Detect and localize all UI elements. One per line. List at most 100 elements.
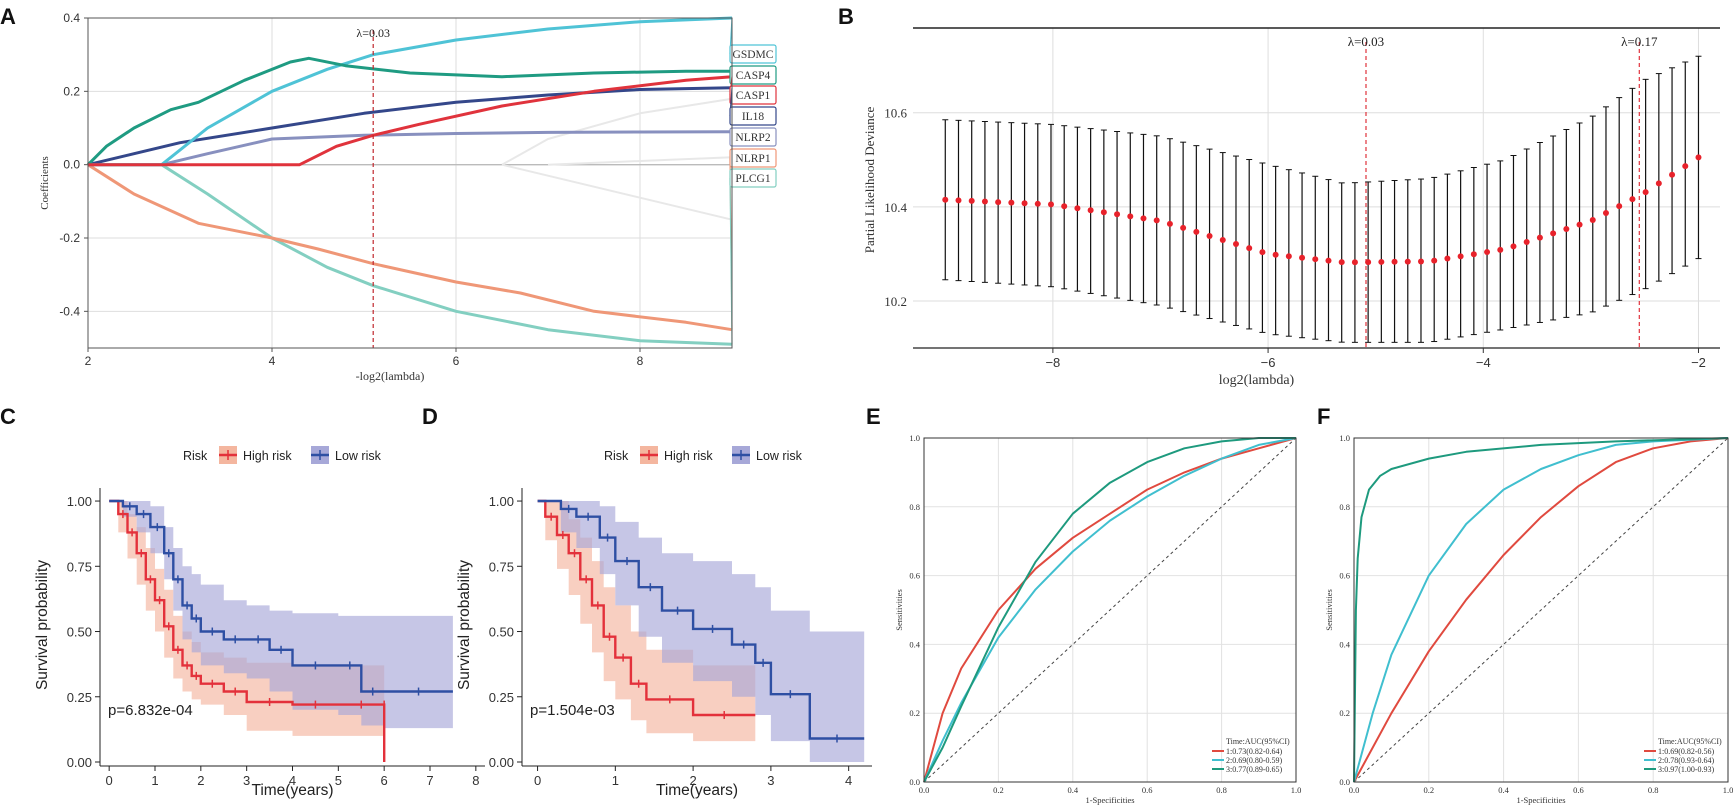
y-tick-label: 0.8 [909, 502, 920, 512]
confidence-band [109, 501, 453, 729]
label-box [729, 44, 777, 64]
mean-deviance-point [942, 196, 949, 203]
x-tick-label: 4 [845, 773, 852, 788]
legend-label: 1:0.69(0.82-0.56) [1658, 747, 1715, 756]
mean-deviance-point [1404, 258, 1411, 265]
mean-deviance-point [1576, 221, 1583, 228]
x-tick-label: 0.6 [1573, 785, 1584, 795]
gene-label-plcg1: PLCG1 [735, 173, 770, 185]
mean-deviance-point [1655, 180, 1662, 187]
x-tick-label: 1 [612, 773, 619, 788]
y-tick-label: 0.25 [67, 690, 92, 705]
y-tick-label: 0.75 [67, 559, 92, 574]
mean-deviance-point [1140, 215, 1147, 222]
panel-e-roc-curve: 0.0 0.2 0.4 0.6 0.8 1.0 1.0 0.8 0.6 0.4 0.2 0.0 1-Sp… [894, 433, 1301, 805]
y-tick-label: -0.2 [59, 231, 80, 245]
coef-path-gsdmc [88, 16, 733, 167]
legend-label: Low risk [335, 449, 382, 463]
coef-path-casp4 [86, 56, 732, 166]
x-tick-label: 0.6 [1142, 785, 1153, 795]
x-tick-label: 0.4 [1067, 785, 1078, 795]
x-tick-label: 0.0 [919, 785, 930, 795]
coef-path-minor [501, 97, 733, 166]
survival-curve [109, 499, 453, 693]
x-tick-label: 2 [85, 354, 92, 368]
y-tick-label: 0.8 [1339, 502, 1350, 512]
mean-deviance-point [1695, 154, 1702, 161]
mean-deviance-point [1669, 171, 1676, 178]
mean-deviance-point [1312, 256, 1319, 263]
y-axis-title: Sensitivities [894, 589, 904, 631]
y-tick-label: 10.4 [884, 200, 907, 215]
mean-deviance-point [1338, 259, 1345, 266]
mean-deviance-point [1180, 224, 1187, 231]
legend-title: Time:AUC(95%CI) [1226, 737, 1290, 746]
mean-deviance-point [1417, 258, 1424, 265]
y-axis-title: Sensitivities [1324, 589, 1334, 631]
mean-deviance-point [1351, 259, 1358, 266]
panel-d-km-curve: Risk High risk Low risk 0 1 2 3 4 1.00 0.75 0.50 0.… [456, 446, 872, 799]
mean-deviance-point [1087, 207, 1094, 214]
y-tick-label: 10.2 [884, 294, 907, 309]
x-tick-label: 3 [243, 773, 250, 788]
label-box [729, 127, 777, 147]
y-tick-label: 0.6 [909, 571, 920, 581]
y-tick-label: 0.2 [909, 708, 920, 718]
y-tick-label: 0.4 [909, 639, 920, 649]
x-tick-label: 2 [197, 773, 204, 788]
gene-label-il18: IL18 [742, 111, 765, 123]
panel-c-km-curve: Risk High risk Low risk 0 1 2 3 4 5 6 7 8 1.00 0.75 0.… [34, 446, 485, 799]
lambda-line-label: λ=0.03 [356, 26, 390, 40]
panel-a-lasso-path: λ=0.03 GSDMC CASP4 CASP1 IL18 NLRP2 NLRP1 PLCG1… [39, 11, 777, 383]
gene-label-gsdmc: GSDMC [733, 49, 774, 61]
coef-path-il18 [87, 86, 733, 167]
x-tick-label: 0 [534, 773, 541, 788]
mean-deviance-point [1431, 257, 1438, 264]
mean-deviance-point [968, 197, 975, 204]
panel-b-cv-deviance: λ=0.03 λ=0.17 −8 −6 −4 −2 10.6 10.4 10.2 log2(lam… [862, 27, 1720, 388]
y-tick-label: 1.00 [67, 494, 92, 509]
coef-path-plcg1 [88, 163, 733, 346]
mean-deviance-point [1246, 245, 1253, 252]
mean-deviance-point [1444, 255, 1451, 262]
mean-deviance-point [981, 198, 988, 205]
plot-frame [87, 17, 733, 349]
label-box [729, 148, 777, 168]
x-tick-label: −2 [1691, 355, 1706, 370]
x-tick-label: 8 [637, 354, 644, 368]
mean-deviance-point [1285, 253, 1292, 260]
legend-label: 1:0.73(0.82-0.64) [1226, 747, 1283, 756]
x-tick-label: 0.2 [1423, 785, 1434, 795]
y-tick-label: 0.2 [63, 84, 80, 98]
x-axis-title: 1-Specificities [1085, 795, 1134, 805]
y-tick-label: 1.00 [489, 494, 514, 509]
lambda-line-label: λ=0.03 [1348, 34, 1384, 49]
mean-deviance-point [1616, 203, 1623, 210]
x-tick-label: −4 [1476, 355, 1491, 370]
y-tick-label: 1.0 [909, 433, 920, 443]
x-tick-label: 6 [453, 354, 460, 368]
mean-deviance-point [1629, 196, 1636, 203]
mean-deviance-point [1153, 217, 1160, 224]
y-axis-title: Partial Likelihood Deviance [862, 106, 877, 253]
panel-letter-c: C [0, 404, 16, 429]
y-tick-label: 0.6 [1339, 571, 1350, 581]
x-tick-label: 1.0 [1723, 785, 1733, 795]
mean-deviance-point [1682, 163, 1689, 170]
x-tick-label: −6 [1261, 355, 1276, 370]
legend-label: 3:0.97(1.00-0.93) [1658, 765, 1715, 774]
roc-curve [1353, 437, 1729, 783]
x-tick-label: 1.0 [1291, 785, 1302, 795]
panel-letter-d: D [422, 404, 438, 429]
mean-deviance-point [1642, 189, 1649, 196]
y-tick-label: 0.00 [489, 755, 514, 770]
gene-label-nlrp1: NLRP1 [735, 153, 770, 165]
gene-label-casp4: CASP4 [736, 70, 771, 82]
y-tick-label: 0.75 [489, 559, 514, 574]
x-tick-label: 0.2 [993, 785, 1004, 795]
y-tick-label: 10.6 [884, 106, 907, 121]
x-tick-label: −8 [1045, 355, 1060, 370]
x-tick-label: 0.8 [1216, 785, 1227, 795]
confidence-band [537, 501, 865, 762]
mean-deviance-point [1378, 258, 1385, 265]
